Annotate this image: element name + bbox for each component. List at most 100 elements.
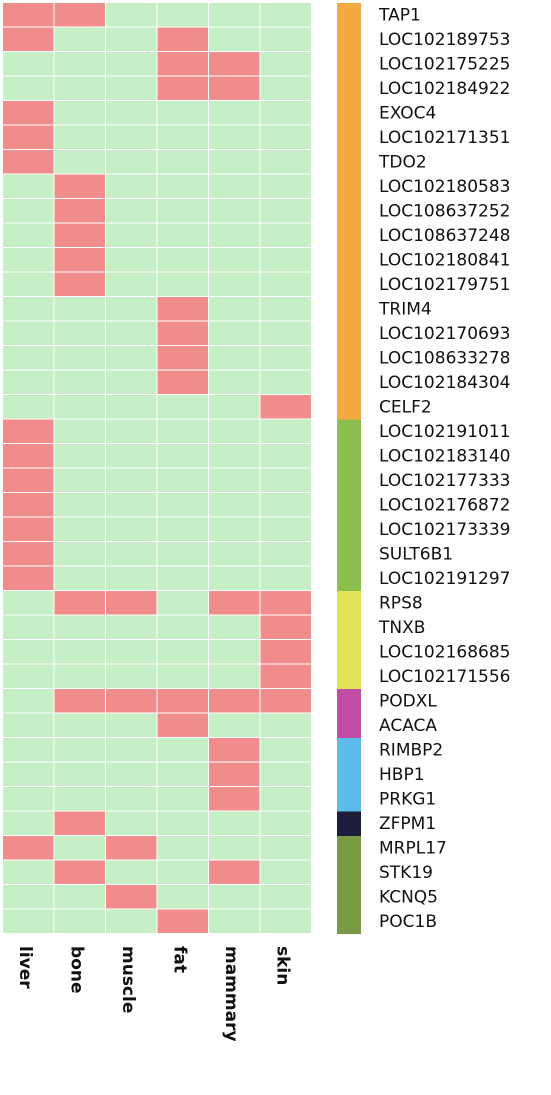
row-label: LOC102184304 [379,373,510,393]
heatmap-cell [209,52,260,76]
heatmap-cell [106,346,157,370]
column-label: muscle [118,946,138,1013]
heatmap-cell [260,395,311,419]
heatmap-cell [3,395,54,419]
heatmap-cell [209,689,260,713]
heatmap-cell [3,223,54,247]
heatmap-cell [157,272,208,296]
heatmap-cell [209,762,260,786]
heatmap-cell [209,444,260,468]
row-label: LOC102184922 [379,79,510,99]
heatmap-cell [3,542,54,566]
row-label: EXOC4 [379,103,436,123]
heatmap-cell [106,101,157,125]
heatmap-cell [54,272,105,296]
heatmap-cell [106,395,157,419]
heatmap-cell [209,468,260,492]
heatmap-cell [106,370,157,394]
heatmap-cell [260,615,311,639]
heatmap-cell [54,517,105,541]
heatmap-cell [260,76,311,100]
row-label: LOC108637248 [379,226,510,246]
heatmap-cell [260,248,311,272]
heatmap-cell [54,370,105,394]
heatmap-cell [3,3,54,27]
heatmap-cell [3,101,54,125]
heatmap-cell [106,444,157,468]
heatmap-cell [54,762,105,786]
heatmap-cell [157,566,208,590]
heatmap-cell [209,101,260,125]
row-group-segment [337,836,361,934]
heatmap-cell [54,321,105,345]
heatmap-cell [260,640,311,664]
heatmap-cell [106,297,157,321]
heatmap-cell [260,909,311,933]
row-label: PRKG1 [379,789,436,809]
heatmap-cell [209,76,260,100]
heatmap-cell [157,493,208,517]
heatmap-cell [54,395,105,419]
heatmap-cell [3,419,54,443]
heatmap-cell [106,321,157,345]
heatmap-cell [54,174,105,198]
heatmap-cell [209,787,260,811]
heatmap-cell [106,762,157,786]
heatmap-cell [157,101,208,125]
heatmap-cell [3,787,54,811]
heatmap-cell [106,76,157,100]
heatmap-cell [209,713,260,737]
row-group-segment [337,419,361,591]
heatmap-cell [157,150,208,174]
heatmap-cell [3,689,54,713]
heatmap-cell [260,444,311,468]
heatmap-cell [260,762,311,786]
heatmap-cell [3,370,54,394]
heatmap-cell [3,444,54,468]
row-group-segment [337,591,361,689]
heatmap-cell [3,640,54,664]
row-label: ACACA [379,716,437,736]
row-label: LOC102191011 [379,422,510,442]
heatmap-cell [54,27,105,51]
heatmap-cell [157,885,208,909]
heatmap-cell [54,566,105,590]
heatmap-cell [260,150,311,174]
heatmap-cell [106,713,157,737]
heatmap-cell [157,762,208,786]
row-group-segment [337,3,361,420]
row-label: LOC102170693 [379,324,510,344]
heatmap-cell [157,909,208,933]
heatmap-cell [54,125,105,149]
row-group-segment [337,689,361,738]
heatmap-cell [106,664,157,688]
heatmap-cell [157,689,208,713]
heatmap-cell [54,493,105,517]
heatmap-cell [54,297,105,321]
heatmap-cell [209,125,260,149]
heatmap-cell [209,174,260,198]
heatmap-cell [260,321,311,345]
heatmap-cell [106,199,157,223]
row-labels: TAP1 LOC102189753 LOC102175225 LOC102184922… [378,5,510,932]
heatmap-cell [157,27,208,51]
heatmap-cell [209,664,260,688]
heatmap-cell [3,150,54,174]
heatmap-cell [106,468,157,492]
heatmap-cell [157,713,208,737]
heatmap-cell [3,615,54,639]
heatmap-cell [3,125,54,149]
heatmap-cell [157,517,208,541]
heatmap-cell [106,493,157,517]
heatmap-cell [106,566,157,590]
heatmap-cell [260,517,311,541]
heatmap-cell [3,811,54,835]
heatmap-cell [209,370,260,394]
heatmap-cell [209,3,260,27]
heatmap-cell [157,395,208,419]
row-group-color-bar [337,3,361,934]
heatmap-cell [260,811,311,835]
row-label: RPS8 [379,593,423,613]
row-label: LOC102179751 [379,275,510,295]
column-label: mammary [221,946,241,1042]
